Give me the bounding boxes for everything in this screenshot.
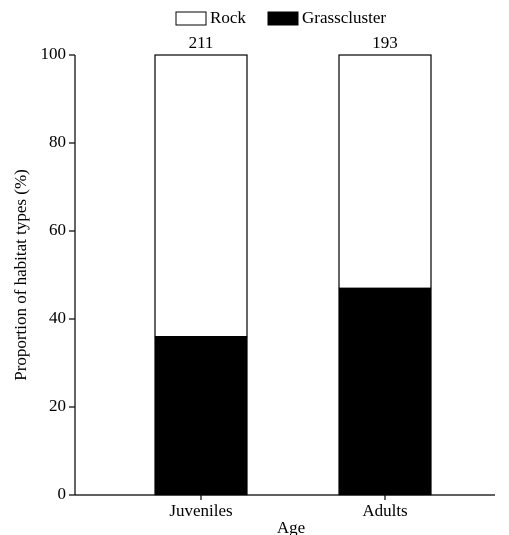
legend-label: Rock bbox=[210, 8, 246, 27]
y-tick-label: 80 bbox=[49, 132, 66, 151]
legend-label: Grasscluster bbox=[302, 8, 386, 27]
y-tick-label: 100 bbox=[41, 44, 67, 63]
x-tick-label: Juveniles bbox=[169, 501, 232, 520]
sample-size-label: 193 bbox=[372, 33, 398, 52]
x-tick-label: Adults bbox=[362, 501, 407, 520]
y-tick-label: 60 bbox=[49, 220, 66, 239]
bar-segment bbox=[154, 54, 248, 338]
y-tick-label: 20 bbox=[49, 396, 66, 415]
bar-segment bbox=[338, 54, 432, 289]
bar-segment bbox=[338, 287, 432, 496]
sample-size-label: 211 bbox=[189, 33, 214, 52]
legend-swatch bbox=[267, 11, 299, 26]
y-axis-title: Proportion of habitat types (%) bbox=[11, 169, 30, 381]
y-tick-label: 0 bbox=[58, 484, 67, 503]
x-axis-title: Age bbox=[277, 518, 305, 535]
bar-segment bbox=[154, 336, 248, 496]
legend-swatch bbox=[175, 11, 207, 26]
y-tick-label: 40 bbox=[49, 308, 66, 327]
